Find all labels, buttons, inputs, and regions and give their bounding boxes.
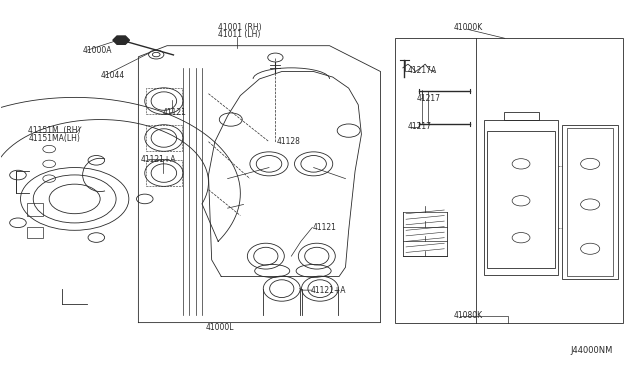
Text: 41151MA(LH): 41151MA(LH) [28, 134, 80, 142]
Text: 41001 (RH): 41001 (RH) [218, 23, 262, 32]
Text: 41121: 41121 [312, 223, 336, 232]
Bar [484, 119, 557, 275]
Text: 41000K: 41000K [454, 23, 483, 32]
Text: 41121+A: 41121+A [311, 286, 347, 295]
Text: 41151M  (RH): 41151M (RH) [28, 126, 81, 135]
Text: 41011 (LH): 41011 (LH) [218, 30, 260, 39]
Polygon shape [113, 36, 129, 44]
Text: 41217: 41217 [407, 122, 431, 131]
Text: 41080K: 41080K [454, 311, 483, 320]
Text: J44000NM: J44000NM [571, 346, 613, 355]
Bar [562, 125, 618, 279]
Bar [146, 160, 182, 186]
Text: 41000A: 41000A [83, 46, 113, 55]
Text: 41044: 41044 [100, 71, 124, 80]
Bar [146, 88, 182, 114]
Bar [27, 227, 43, 238]
Text: 41121: 41121 [163, 108, 186, 117]
Bar [504, 112, 539, 119]
Bar [146, 125, 182, 151]
Text: 41217: 41217 [417, 94, 441, 103]
Bar [27, 203, 43, 215]
Text: 41121+A: 41121+A [140, 155, 176, 164]
Text: 41128: 41128 [276, 137, 301, 146]
Bar [487, 131, 555, 268]
Text: 41000L: 41000L [205, 323, 234, 331]
Bar [567, 128, 613, 276]
Text: 41217A: 41217A [407, 66, 436, 75]
Bar [395, 38, 623, 323]
